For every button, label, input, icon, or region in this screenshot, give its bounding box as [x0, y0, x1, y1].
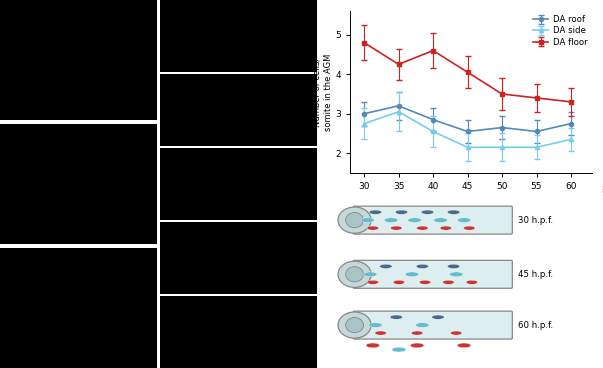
Text: 60 h.p.f.: 60 h.p.f.: [517, 321, 552, 330]
Ellipse shape: [449, 272, 463, 277]
Ellipse shape: [390, 315, 403, 319]
Ellipse shape: [338, 312, 371, 338]
Ellipse shape: [411, 343, 424, 348]
Y-axis label: Number of cells/
somite in the AGM: Number of cells/ somite in the AGM: [313, 53, 333, 131]
Ellipse shape: [411, 331, 423, 335]
Ellipse shape: [421, 210, 434, 214]
Ellipse shape: [367, 226, 379, 230]
Ellipse shape: [393, 280, 405, 284]
Ellipse shape: [417, 226, 428, 230]
Ellipse shape: [361, 218, 374, 223]
Ellipse shape: [391, 226, 402, 230]
Ellipse shape: [415, 323, 429, 328]
Ellipse shape: [375, 331, 387, 335]
Ellipse shape: [338, 207, 371, 233]
Ellipse shape: [466, 280, 478, 284]
Ellipse shape: [408, 218, 421, 223]
Ellipse shape: [457, 218, 471, 223]
Legend: DA roof, DA side, DA floor: DA roof, DA side, DA floor: [529, 12, 591, 50]
Text: 30 h.p.f.: 30 h.p.f.: [517, 216, 552, 224]
Ellipse shape: [380, 264, 392, 269]
Ellipse shape: [440, 226, 452, 230]
Ellipse shape: [346, 213, 364, 228]
Ellipse shape: [395, 210, 408, 214]
Ellipse shape: [369, 210, 382, 214]
Ellipse shape: [346, 318, 364, 333]
Ellipse shape: [447, 264, 460, 269]
Ellipse shape: [464, 226, 475, 230]
FancyBboxPatch shape: [353, 206, 513, 234]
Text: j: j: [303, 178, 306, 191]
Text: 45 h.p.f.: 45 h.p.f.: [517, 270, 552, 279]
Ellipse shape: [364, 272, 377, 277]
Ellipse shape: [338, 261, 371, 287]
Ellipse shape: [366, 343, 380, 348]
Ellipse shape: [367, 280, 379, 284]
Ellipse shape: [384, 218, 398, 223]
Ellipse shape: [447, 210, 460, 214]
Text: i: i: [283, 0, 287, 11]
Ellipse shape: [457, 343, 471, 348]
Ellipse shape: [405, 272, 418, 277]
Ellipse shape: [419, 280, 431, 284]
Ellipse shape: [450, 331, 462, 335]
Ellipse shape: [346, 267, 364, 282]
Ellipse shape: [443, 280, 454, 284]
Ellipse shape: [432, 315, 444, 319]
Ellipse shape: [434, 218, 447, 223]
Ellipse shape: [392, 347, 406, 352]
FancyBboxPatch shape: [353, 260, 513, 288]
Ellipse shape: [416, 264, 429, 269]
FancyBboxPatch shape: [353, 311, 513, 339]
Text: h.: h.: [601, 186, 603, 195]
Ellipse shape: [368, 323, 382, 328]
